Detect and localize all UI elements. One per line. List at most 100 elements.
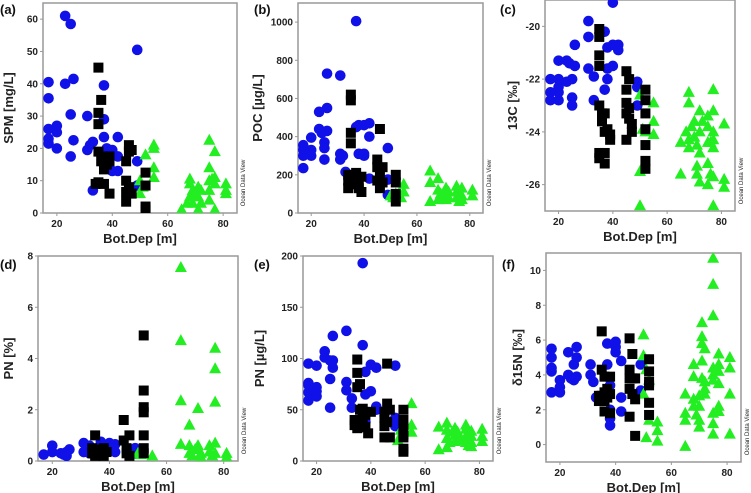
data-point-square (594, 31, 605, 42)
y-tick-label: 1000 (271, 18, 294, 29)
y-tick-label: 30 (27, 112, 39, 123)
data-point-circle (546, 343, 557, 355)
data-point-square (596, 326, 607, 337)
data-point-circle (602, 73, 613, 85)
data-point-square (597, 116, 607, 127)
data-point-square (138, 443, 149, 454)
data-point-square (644, 366, 655, 377)
data-point-triangle (651, 415, 664, 427)
data-point-square (621, 84, 632, 95)
panel-label: (e) (254, 257, 270, 272)
data-point-circle (631, 100, 643, 111)
data-point-circle (545, 87, 556, 98)
x-tick-label: 80 (218, 467, 230, 478)
data-point-square (640, 163, 651, 174)
data-point-square (594, 100, 605, 111)
data-point-square (93, 146, 104, 157)
data-point-triangle (442, 185, 455, 197)
data-point-square (121, 175, 132, 186)
data-point-triangle (465, 440, 478, 452)
data-point-triangle (682, 96, 695, 108)
data-point-square (140, 204, 151, 213)
data-point-circle (43, 123, 54, 135)
x-tick-label: 60 (420, 467, 432, 478)
data-point-triangle (693, 413, 706, 425)
panel-label: (f) (502, 257, 515, 272)
data-point-circle (59, 78, 71, 90)
data-point-triangle (174, 261, 187, 273)
data-point-circle (303, 387, 314, 398)
data-point-circle (553, 73, 564, 85)
data-point-triangle (647, 96, 660, 108)
data-point-circle (313, 106, 325, 118)
data-point-circle (337, 150, 349, 162)
data-point-circle (131, 44, 143, 56)
x-axis-label: Bot.Dep [m] (361, 479, 435, 493)
x-tick-label: 40 (610, 468, 622, 479)
x-tick-label: 60 (662, 217, 674, 228)
y-tick-label: 0 (32, 209, 38, 220)
data-point-circle (382, 142, 394, 154)
data-point-circle (98, 80, 110, 91)
x-tick-label: 60 (162, 219, 174, 230)
data-point-circle (612, 44, 624, 56)
x-axis-label: Bot.Dep [m] (101, 479, 175, 493)
data-point-square (630, 373, 641, 384)
data-point-triangle (192, 401, 204, 413)
data-point-triangle (723, 361, 736, 373)
y-tick-label: 2 (535, 405, 541, 416)
y-tick-label: -24 (526, 127, 541, 138)
data-point-triangle (696, 330, 708, 342)
data-point-square (379, 432, 390, 443)
data-point-triangle (209, 436, 222, 448)
data-point-circle (546, 352, 557, 363)
x-tick-label: 80 (722, 468, 734, 479)
data-point-triangle (712, 377, 725, 389)
data-point-square (140, 180, 151, 191)
watermark: Ocean Data View (739, 157, 745, 204)
plot-frame (297, 2, 484, 214)
data-point-square (605, 389, 616, 400)
data-point-circle (635, 359, 647, 370)
data-point-square (596, 364, 607, 375)
data-point-triangle (640, 431, 653, 443)
y-tick-label: 800 (276, 56, 293, 67)
data-point-circle (553, 55, 564, 66)
data-point-triangle (194, 183, 207, 195)
data-point-triangle (203, 183, 216, 195)
data-point-square (90, 430, 101, 441)
watermark: Ocean Data View (242, 407, 248, 454)
data-point-triangle (691, 159, 703, 171)
data-point-circle (370, 362, 382, 374)
data-point-triangle (687, 392, 700, 404)
data-point-circle (583, 63, 594, 74)
data-point-circle (65, 18, 77, 30)
data-point-circle (341, 384, 352, 396)
data-point-triangle (455, 181, 468, 193)
data-point-triangle (183, 418, 196, 430)
data-point-square (377, 177, 388, 188)
data-point-triangle (192, 203, 204, 213)
data-point-triangle (679, 439, 692, 451)
x-axis-label: Bot.Dep [m] (607, 480, 681, 493)
x-tick-label: 80 (218, 219, 230, 230)
data-point-circle (583, 31, 594, 43)
data-point-circle (321, 125, 333, 137)
data-point-circle (358, 148, 370, 160)
y-tick-label: 100 (281, 354, 298, 365)
data-point-circle (324, 373, 336, 385)
data-point-triangle (147, 161, 160, 173)
data-point-circle (321, 102, 333, 114)
y-tick-label: 50 (287, 405, 299, 416)
data-point-square (124, 430, 135, 441)
data-point-circle (571, 341, 582, 353)
data-point-triangle (688, 114, 701, 126)
y-tick-label: 200 (276, 170, 293, 181)
data-point-triangle (208, 177, 221, 189)
data-point-circle (615, 392, 627, 403)
data-point-circle (546, 387, 557, 398)
data-point-circle (588, 376, 599, 388)
y-axis-label: 13C [‰] (505, 81, 520, 130)
data-point-circle (109, 446, 121, 458)
data-point-square (594, 153, 605, 164)
